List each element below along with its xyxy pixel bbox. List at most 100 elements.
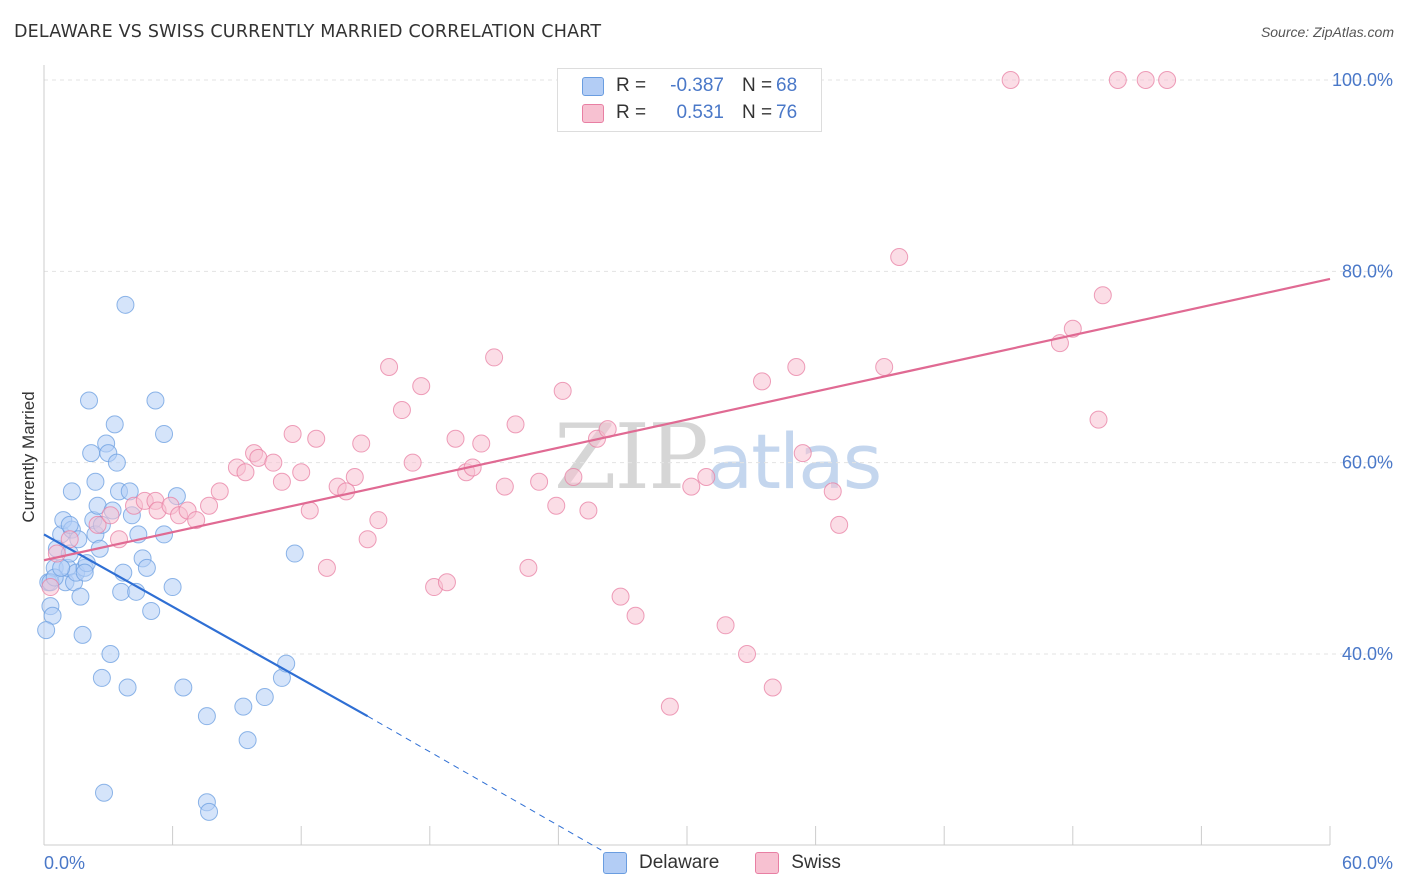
delaware-point (71, 587, 90, 606)
delaware-point (105, 415, 124, 434)
swiss-point (579, 501, 598, 520)
delaware-point (62, 482, 81, 501)
watermark: ZIPatlas (554, 405, 882, 510)
swiss-point (793, 444, 812, 463)
delaware-point (238, 731, 257, 750)
swiss-point (249, 448, 268, 467)
swiss-point (519, 558, 538, 577)
swiss-point (437, 573, 456, 592)
delaware-trend-line (43, 533, 369, 718)
delaware-point (107, 453, 126, 472)
legend-row-swiss: R = 0.531 N = 76 (582, 102, 797, 124)
swiss-point (626, 606, 645, 625)
swiss-point (547, 496, 566, 515)
swiss-trend-line (43, 277, 1331, 562)
delaware-point (255, 688, 274, 707)
delaware-point (174, 678, 193, 697)
legend-n-label: N = (742, 75, 773, 96)
swiss-point (495, 477, 514, 496)
delaware-point (95, 783, 114, 802)
swiss-point (236, 463, 255, 482)
y-tick-label: 80.0% (1342, 261, 1393, 281)
swiss-point (1093, 286, 1112, 305)
swiss-point (697, 468, 716, 487)
legend-n-value: 76 (776, 102, 798, 123)
swiss-point (283, 424, 302, 443)
swiss-point (352, 434, 371, 453)
chart-title: DELAWARE VS SWISS CURRENTLY MARRIED CORR… (14, 22, 602, 42)
swiss-point (345, 468, 364, 487)
swiss-point (530, 472, 549, 491)
swiss-point (1001, 71, 1020, 89)
swiss-point (317, 558, 336, 577)
swiss-point (403, 453, 422, 472)
swiss-point (506, 415, 525, 434)
y-tick-label: 100.0% (1332, 70, 1393, 90)
swiss-point (101, 506, 120, 525)
delaware-point (92, 668, 111, 687)
delaware-point (37, 621, 56, 640)
swiss-point (264, 453, 283, 472)
swiss-point (875, 358, 894, 376)
swiss-point (41, 578, 60, 597)
swiss-point (564, 468, 583, 487)
legend-row-delaware: R = -0.387 N = 68 (582, 75, 797, 97)
swiss-point (1158, 71, 1177, 89)
swiss-point (187, 511, 206, 530)
legend-r-label: R = (616, 75, 647, 96)
swiss-point (1089, 410, 1108, 429)
swiss-point (682, 477, 701, 496)
swiss-point (292, 463, 311, 482)
swiss-point (787, 358, 806, 376)
legend-r-label: R = (616, 102, 647, 123)
swiss-point (358, 530, 377, 549)
swiss-point (738, 645, 757, 663)
delaware-point (146, 391, 165, 410)
swiss-point (553, 381, 572, 400)
swiss-point (412, 377, 431, 396)
swiss-point (890, 247, 909, 266)
swiss-point (210, 482, 229, 501)
x-tick-label: 0.0% (44, 853, 85, 873)
delaware-point (163, 578, 182, 597)
delaware-point (116, 295, 135, 314)
delaware-point (86, 472, 105, 491)
delaware-point (112, 582, 131, 601)
swiss-point (307, 429, 326, 448)
series-legend-delaware[interactable]: Delaware (603, 852, 719, 874)
swiss-point (830, 515, 849, 534)
swiss-point (823, 482, 842, 501)
delaware-point (142, 601, 161, 620)
swiss-point (611, 587, 630, 606)
series-label-delaware: Delaware (639, 852, 720, 873)
series-swatch-swiss (755, 852, 780, 874)
series-legend: Delaware Swiss (603, 852, 877, 874)
legend-r-value: 0.531 (676, 102, 724, 123)
swiss-point (1063, 319, 1082, 338)
swiss-point (660, 697, 679, 716)
legend-r-value: -0.387 (670, 75, 724, 96)
correlation-legend: R = -0.387 N = 68 R = 0.531 N = 76 (557, 68, 822, 132)
swiss-point (88, 515, 107, 534)
swiss-point (763, 678, 782, 697)
source-label: Source: ZipAtlas.com (1260, 24, 1394, 40)
swiss-point (446, 429, 465, 448)
series-swatch-delaware (603, 852, 627, 874)
swiss-point (716, 616, 735, 635)
legend-n-label: N = (742, 102, 773, 123)
delaware-point (80, 391, 99, 410)
legend-swatch-swiss (582, 103, 604, 123)
delaware-point (200, 802, 219, 821)
series-legend-swiss[interactable]: Swiss (755, 852, 841, 874)
delaware-point (82, 444, 101, 463)
swiss-point (200, 496, 219, 515)
swiss-point (753, 372, 772, 391)
watermark-zip: ZIP (554, 405, 709, 510)
legend-swatch-delaware (582, 76, 604, 96)
x-tick-label: 60.0% (1342, 853, 1393, 873)
y-axis-label: Currently Married (19, 391, 38, 522)
swiss-point (472, 434, 491, 453)
swiss-point (380, 358, 399, 376)
delaware-point (75, 563, 94, 582)
